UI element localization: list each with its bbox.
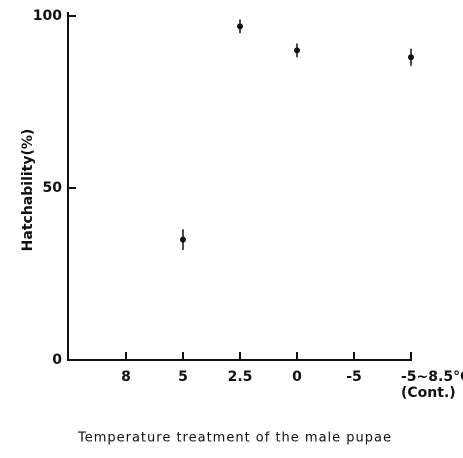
y-tick-label: 100 bbox=[33, 8, 62, 24]
y-tick-label: 50 bbox=[43, 180, 63, 196]
point bbox=[294, 47, 300, 54]
point bbox=[408, 54, 414, 61]
x-tick-label: 0 bbox=[292, 369, 302, 385]
x-tick-label: 5 bbox=[178, 369, 188, 385]
x-axis-label: Temperature treatment of the male pupae bbox=[77, 431, 392, 446]
x-tick-label: -5~8.5°C bbox=[401, 369, 463, 385]
x-tick-label: 2.5 bbox=[228, 369, 253, 385]
category-note: (Cont.) bbox=[401, 385, 456, 401]
y-axis-label: Hatchability(%) bbox=[20, 129, 36, 252]
x-tick-label: 8 bbox=[121, 369, 131, 385]
point bbox=[180, 236, 186, 243]
point bbox=[237, 23, 243, 30]
y-tick-label: 0 bbox=[52, 352, 62, 368]
x-tick-label: -5 bbox=[346, 369, 362, 385]
